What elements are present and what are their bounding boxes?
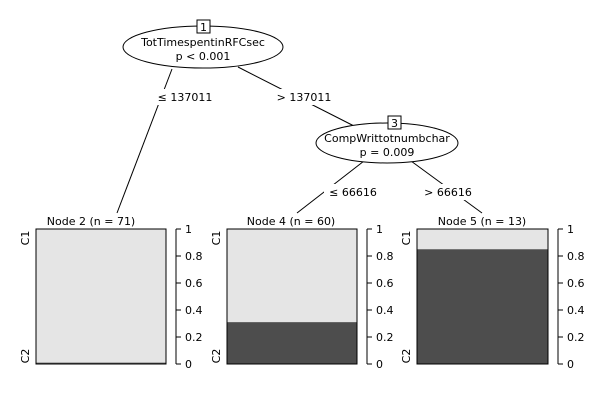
axis-tick-label: 0.6 (567, 277, 585, 290)
class-label-c1: C1 (19, 231, 32, 246)
class-label-c1: C1 (210, 231, 223, 246)
panel-frame (416, 228, 549, 365)
bar-segment-c1 (227, 229, 357, 323)
edge-label-gt-137011: > 137011 (277, 91, 332, 104)
bar-segment-c1 (417, 229, 548, 250)
inner-node-3: 3 CompWrittotnumbchar p = 0.009 (315, 115, 459, 164)
panel-frame (226, 228, 358, 365)
edge-label-gt-66616: > 66616 (424, 186, 472, 199)
edge-label-le-137011: ≤ 137011 (158, 91, 213, 104)
axis-tick-label: 0.2 (185, 331, 203, 344)
axis-tick-label: 0 (567, 358, 574, 371)
terminal-node-5: Node 5 (n = 13) C1 C2 0 0.2 0.4 0.6 0.8 1 (400, 215, 585, 371)
class-label-c2: C2 (400, 349, 413, 364)
axis-tick-label: 0.8 (376, 250, 394, 263)
class-label-c1: C1 (400, 231, 413, 246)
node-id: 3 (391, 117, 398, 130)
p-value: p = 0.009 (360, 146, 415, 159)
axis-tick-label: 1 (567, 223, 574, 236)
terminal-label: Node 4 (n = 60) (247, 215, 335, 228)
axis-tick-label: 0.6 (185, 277, 203, 290)
axis-tick-label: 0.8 (185, 250, 203, 263)
axis-tick-label: 0.4 (185, 304, 203, 317)
p-value: p < 0.001 (176, 50, 231, 63)
bar-segment-c2 (227, 322, 357, 364)
bar-segment-c2 (417, 249, 548, 364)
axis-tick-label: 0.8 (567, 250, 585, 263)
bar-segment-c2 (36, 362, 166, 364)
node-id: 1 (200, 21, 207, 34)
class-label-c2: C2 (210, 349, 223, 364)
terminal-label: Node 2 (n = 71) (47, 215, 135, 228)
class-label-c2: C2 (19, 349, 32, 364)
inner-node-1: 1 TotTimespentinRFCsec p < 0.001 (122, 19, 284, 69)
split-variable: CompWrittotnumbchar (324, 132, 450, 145)
axis-tick-label: 0.2 (567, 331, 585, 344)
axis-tick-label: 1 (376, 223, 383, 236)
terminal-label: Node 5 (n = 13) (438, 215, 526, 228)
bar-segment-c1 (36, 229, 166, 363)
panel-frame (35, 228, 167, 365)
edge-label-le-66616: ≤ 66616 (329, 186, 377, 199)
axis-tick-label: 0.6 (376, 277, 394, 290)
axis-tick-label: 0 (185, 358, 192, 371)
axis-tick-label: 0.2 (376, 331, 394, 344)
split-variable: TotTimespentinRFCsec (140, 36, 265, 49)
axis-tick-label: 0 (376, 358, 383, 371)
terminal-node-2: Node 2 (n = 71) C1 C2 0 0.2 0.4 0.6 0.8 1 (19, 215, 203, 371)
axis-tick-label: 1 (185, 223, 192, 236)
axis-tick-label: 0.4 (376, 304, 394, 317)
terminal-node-4: Node 4 (n = 60) C1 C2 0 0.2 0.4 0.6 0.8 1 (210, 215, 394, 371)
axis-tick-label: 0.4 (567, 304, 585, 317)
